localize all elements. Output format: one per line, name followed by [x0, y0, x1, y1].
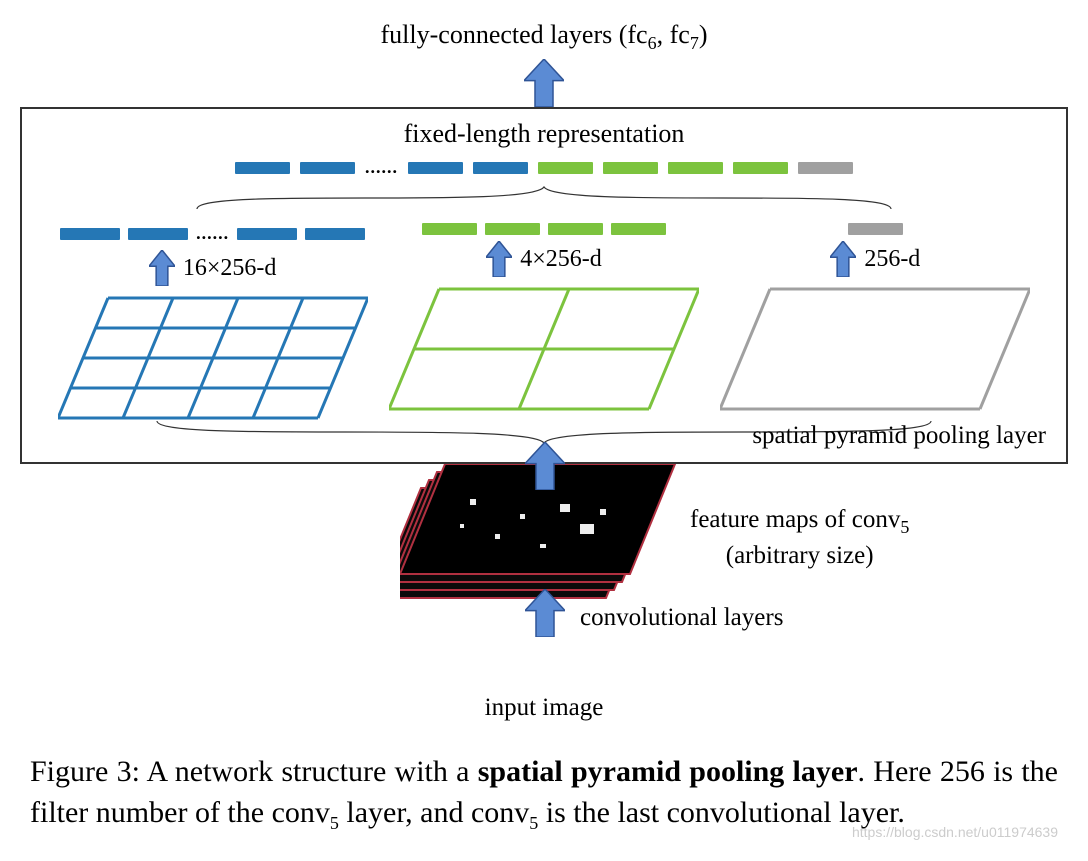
- watermark: https://blog.csdn.net/u011974639: [852, 824, 1058, 840]
- arrow-small-3: [830, 241, 856, 277]
- dim-16-text: 16×256-d: [183, 255, 277, 282]
- diagram-root: fully-connected layers (fc6, fc7) fixed-…: [20, 20, 1068, 835]
- label-4: 4×256-d: [486, 241, 602, 277]
- arrow-to-fc: [524, 59, 564, 107]
- conv-label: convolutional layers: [580, 604, 783, 632]
- arrow-to-conv: [525, 589, 565, 637]
- label-16: 16×256-d: [149, 250, 277, 286]
- dim-1-text: 256-d: [864, 246, 920, 273]
- featmap-label: feature maps of conv5 (arbitrary size): [690, 504, 909, 572]
- grid-4x4: [58, 296, 368, 422]
- grid-2x2: [389, 287, 699, 413]
- top-brace: [194, 183, 894, 213]
- figure-caption: Figure 3: A network structure with a spa…: [20, 752, 1068, 835]
- fc-layers-label: fully-connected layers (fc6, fc7): [20, 20, 1068, 54]
- representation-row: ......: [37, 157, 1051, 178]
- input-label: input image: [20, 694, 1068, 722]
- segs-1: [848, 223, 903, 235]
- fixed-length-label: fixed-length representation: [37, 119, 1051, 149]
- featmap-area: feature maps of conv5 (arbitrary size) c…: [20, 454, 1068, 634]
- segs-16: ......: [60, 223, 365, 244]
- arrow-small-1: [149, 250, 175, 286]
- pooling-row: ...... 16×256-d 4×256-d 256-: [57, 223, 1031, 422]
- grid-1x1: [720, 287, 1030, 413]
- dim-4-text: 4×256-d: [520, 246, 602, 273]
- pool-1: 256-d: [720, 223, 1030, 422]
- pool-16: ...... 16×256-d: [58, 223, 368, 422]
- arrow-small-2: [486, 241, 512, 277]
- label-1: 256-d: [830, 241, 920, 277]
- segs-4: [422, 223, 666, 235]
- pool-4: 4×256-d: [389, 223, 699, 422]
- arrow-to-spp: [525, 442, 565, 490]
- spp-label: spatial pyramid pooling layer: [752, 422, 1046, 450]
- spp-box: fixed-length representation ...... .....…: [20, 107, 1068, 464]
